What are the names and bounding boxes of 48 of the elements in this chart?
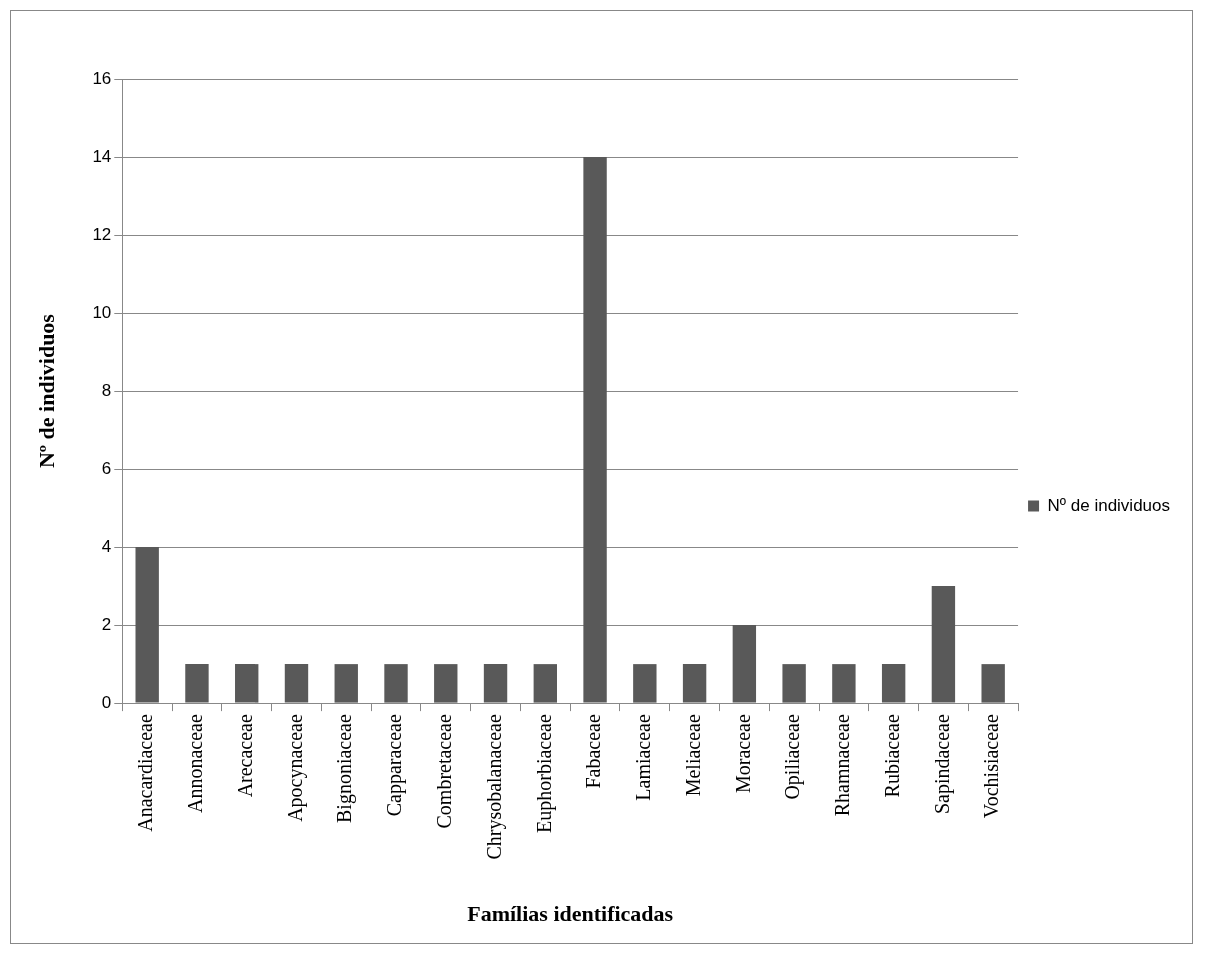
x-axis-title: Famílias identificadas [467, 901, 674, 927]
x-tick-label: Opiliaceae [781, 714, 805, 800]
bar [832, 664, 856, 703]
x-tick-label: Lamiaceae [632, 714, 655, 801]
bar [633, 664, 657, 703]
y-tick-label: 0 [101, 692, 112, 712]
x-tick-label: Combretaceae [433, 714, 456, 829]
x-tick-label: Fabaceae [582, 714, 605, 789]
bar [135, 547, 159, 703]
x-tick-label: Annonaceae [184, 714, 207, 813]
x-tick-label: Vochisiaceae [980, 714, 1003, 819]
bar [931, 586, 956, 703]
x-tick-label: Rhamnaceae [831, 714, 854, 817]
legend-label: Nº de individuos [1047, 495, 1171, 515]
x-tick-label: Apocynaceae [283, 714, 307, 822]
bar [881, 664, 906, 703]
x-tick-label: Capparaceae [383, 714, 407, 817]
x-tick-label: Meliaceae [681, 714, 704, 797]
bar [434, 664, 458, 703]
x-tick-label: Anacardiaceae [134, 714, 157, 832]
x-tick-label: Rubiaceae [880, 714, 903, 798]
bar [682, 664, 707, 703]
bar [284, 664, 309, 703]
x-tick-label: Sapindaceae [930, 714, 954, 815]
bar [235, 664, 259, 703]
bar [384, 664, 408, 703]
bar [732, 625, 757, 703]
x-tick-label: Bignoniaceae [333, 714, 357, 823]
bar [533, 664, 557, 703]
x-tick-label: Chrysobalanaceae [482, 714, 506, 860]
y-tick-label: 14 [92, 146, 112, 166]
y-tick-label: 16 [92, 68, 112, 88]
x-tick-label: Euphorbiaceae [532, 714, 556, 833]
y-tick-label: 2 [101, 614, 112, 634]
y-tick-label: 8 [101, 380, 112, 400]
x-tick-label: Moraceae [731, 714, 754, 793]
x-tick-label: Arecaceae [233, 714, 256, 798]
bar [185, 664, 209, 703]
bar [483, 664, 508, 703]
bar [981, 664, 1005, 703]
y-tick-label: 10 [92, 302, 112, 322]
bar [782, 664, 806, 703]
y-axis-title: Nº de individuos [33, 313, 59, 469]
y-tick-label: 4 [101, 536, 112, 556]
y-tick-label: 6 [101, 458, 112, 478]
bar [583, 157, 607, 703]
y-tick-label: 12 [92, 224, 112, 244]
bar [334, 664, 358, 703]
